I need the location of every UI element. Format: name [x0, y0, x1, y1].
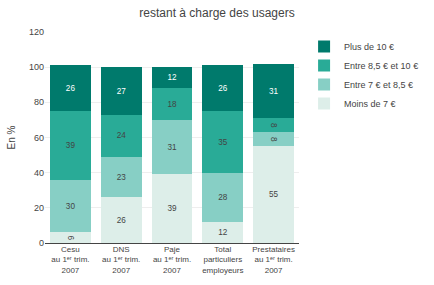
svg-text:80: 80 — [34, 97, 44, 107]
svg-text:27: 27 — [117, 87, 127, 96]
svg-text:0: 0 — [39, 238, 44, 248]
svg-text:Prestatairesau 1ᵉʳ trim.2007: Prestatairesau 1ᵉʳ trim.2007 — [252, 245, 295, 275]
svg-text:39: 39 — [167, 204, 177, 213]
svg-text:26: 26 — [66, 84, 76, 93]
svg-text:39: 39 — [66, 141, 76, 150]
svg-text:24: 24 — [117, 131, 127, 140]
svg-text:28: 28 — [218, 193, 228, 202]
svg-text:18: 18 — [167, 100, 177, 109]
svg-text:restant à charge des usagers: restant à charge des usagers — [139, 6, 294, 20]
svg-text:8: 8 — [269, 137, 278, 142]
svg-text:20: 20 — [34, 203, 44, 213]
svg-text:23: 23 — [117, 173, 127, 182]
svg-text:55: 55 — [269, 190, 279, 199]
svg-text:26: 26 — [117, 216, 127, 225]
svg-text:26: 26 — [218, 84, 228, 93]
svg-text:31: 31 — [167, 143, 177, 152]
svg-text:DNSau 1ᵉʳ trim.2007: DNSau 1ᵉʳ trim.2007 — [102, 245, 140, 275]
svg-text:12: 12 — [218, 228, 228, 237]
svg-text:Pajeau 1ᵉʳ trim.2007: Pajeau 1ᵉʳ trim.2007 — [153, 245, 191, 275]
svg-text:En %: En % — [6, 125, 17, 149]
svg-text:Moins de 7 €: Moins de 7 € — [344, 99, 396, 109]
svg-text:Plus de 10 €: Plus de 10 € — [344, 42, 394, 52]
svg-text:6: 6 — [66, 235, 75, 240]
svg-text:Totalparticuliersemployeurs: Totalparticuliersemployeurs — [202, 245, 243, 275]
svg-text:35: 35 — [218, 138, 228, 147]
svg-text:8: 8 — [269, 123, 278, 128]
svg-text:60: 60 — [34, 133, 44, 143]
svg-text:Entre 8,5 € et 10 €: Entre 8,5 € et 10 € — [344, 61, 418, 71]
svg-text:Entre 7 € et 8,5 €: Entre 7 € et 8,5 € — [344, 80, 413, 90]
svg-text:30: 30 — [66, 202, 76, 211]
svg-text:12: 12 — [167, 73, 177, 82]
svg-text:40: 40 — [34, 168, 44, 178]
svg-text:31: 31 — [269, 87, 279, 96]
svg-text:Cesuau 1ᵉʳ trim.2007: Cesuau 1ᵉʳ trim.2007 — [51, 245, 89, 275]
svg-text:100: 100 — [29, 62, 44, 72]
svg-text:120: 120 — [29, 27, 44, 37]
